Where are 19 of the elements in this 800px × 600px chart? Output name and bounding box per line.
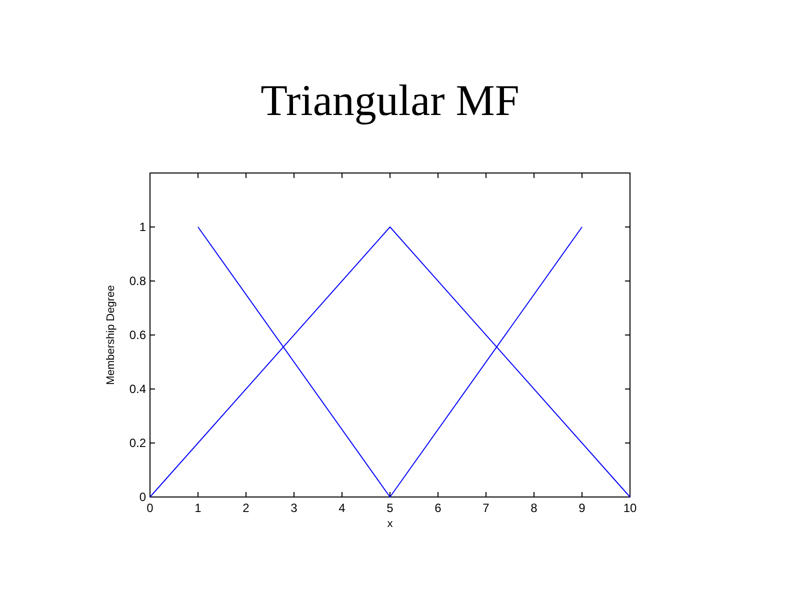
x-tick-label: 9	[578, 501, 586, 515]
y-tick-label: 1	[139, 220, 146, 234]
y-tick-label: 0	[139, 490, 146, 504]
x-axis-title: x	[387, 518, 394, 530]
chart-title: Triangular MF	[260, 76, 520, 125]
y-tick-label: 0.4	[129, 382, 146, 396]
x-tick-label: 6	[434, 501, 442, 515]
x-tick-label: 3	[290, 501, 298, 515]
x-tick-label: 1	[194, 501, 202, 515]
x-tick-label: 10	[623, 501, 637, 515]
y-tick-label: 0.2	[129, 436, 146, 450]
y-tick-label: 0.6	[129, 328, 146, 342]
x-tick-label: 8	[530, 501, 538, 515]
y-tick-label: 0.8	[129, 274, 146, 288]
x-tick-label: 4	[338, 501, 346, 515]
x-tick-label: 2	[242, 501, 250, 515]
x-tick-label: 5	[386, 501, 394, 515]
x-tick-label: 7	[482, 501, 490, 515]
y-axis-title: Membership Degree	[105, 285, 117, 385]
